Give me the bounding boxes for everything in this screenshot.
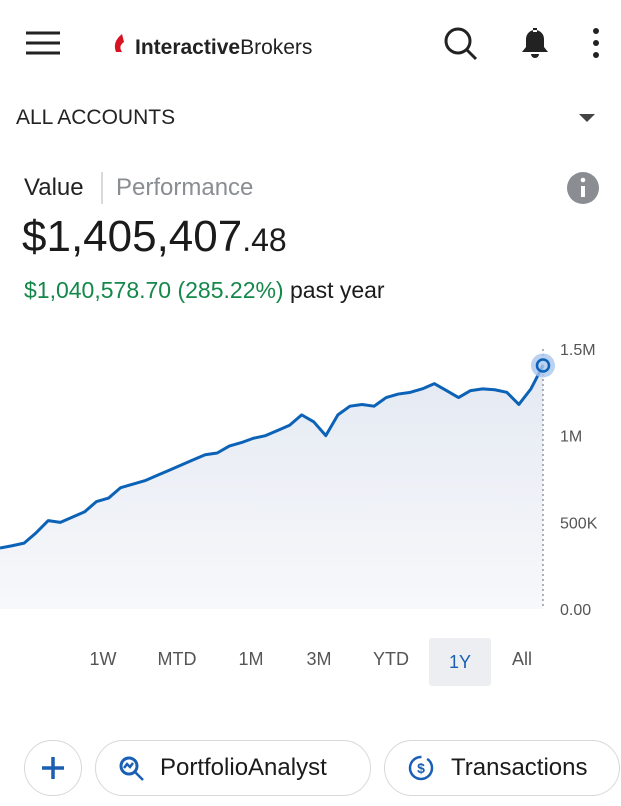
y-tick-label: 1M: [560, 429, 582, 446]
last-point: [535, 358, 551, 373]
range-button[interactable]: 1W: [89, 649, 117, 669]
add-button[interactable]: [24, 740, 82, 796]
menu-icon[interactable]: [26, 31, 60, 55]
analyst-icon: [119, 756, 144, 781]
last-point-halo: [531, 353, 555, 378]
tab-performance[interactable]: Performance: [116, 174, 254, 201]
change: $1,040,578.70 (285.22%) past year: [24, 277, 385, 304]
logo-bold: Interactive: [135, 36, 241, 59]
dropdown-arrow[interactable]: [579, 114, 595, 122]
range-button[interactable]: 1M: [238, 649, 264, 669]
chart: 1.5M 1M 500K 0.00: [0, 342, 598, 619]
info-icon[interactable]: [567, 172, 599, 204]
logo-regular: Brokers: [240, 36, 313, 59]
range-button[interactable]: YTD: [373, 649, 409, 669]
action-label: PortfolioAnalyst: [160, 754, 327, 781]
bell-icon[interactable]: [522, 28, 548, 58]
y-tick-label: 500K: [560, 515, 598, 532]
search-icon[interactable]: [444, 27, 478, 61]
balance: $1,405,407.48: [22, 212, 287, 262]
logo: InteractiveBrokers: [135, 36, 312, 60]
range-button[interactable]: All: [511, 649, 532, 669]
tab-value[interactable]: Value: [24, 174, 84, 201]
account-selector[interactable]: ALL ACCOUNTS: [16, 106, 176, 129]
plus-icon: [42, 757, 64, 779]
logo-mark: [114, 34, 124, 52]
balance-cents: .48: [242, 222, 287, 258]
range-button[interactable]: 1Y: [429, 638, 491, 686]
change-amount: $1,040,578.70 (285.22%): [24, 277, 284, 303]
more-icon[interactable]: [593, 28, 599, 58]
transactions-icon: $: [408, 755, 434, 781]
svg-text:$: $: [417, 760, 425, 776]
range-button[interactable]: MTD: [157, 649, 197, 669]
y-tick-label: 1.5M: [560, 342, 596, 359]
portfolio-analyst-button[interactable]: PortfolioAnalyst: [95, 740, 371, 796]
change-label: past year: [289, 277, 385, 303]
price-line: [0, 364, 545, 550]
y-tick-label: 0.00: [560, 602, 591, 619]
range-button[interactable]: 3M: [306, 649, 332, 669]
area: [0, 365, 543, 609]
balance-main: $1,405,407: [22, 212, 243, 261]
action-label: Transactions: [451, 754, 588, 781]
transactions-button[interactable]: $ Transactions: [384, 740, 620, 796]
